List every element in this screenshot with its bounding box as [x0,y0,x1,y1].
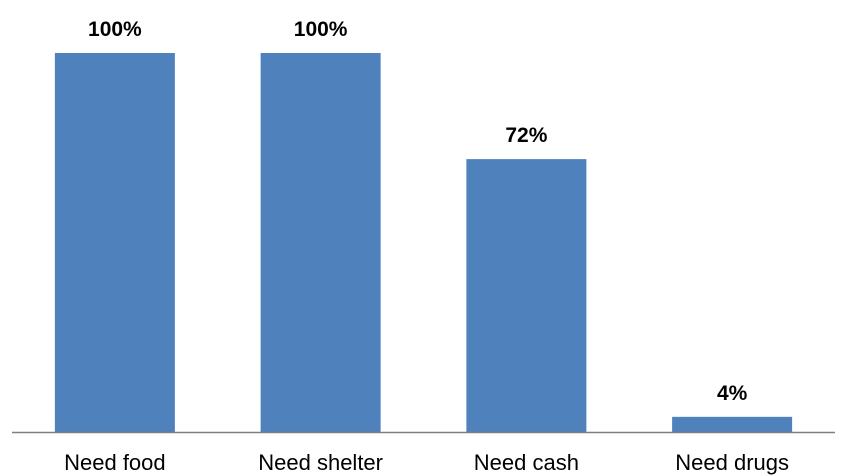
bar-need-cash [466,159,587,432]
x-tick-labels-layer: Need food Need shelter Need cash Need drugs [64,450,789,475]
bar-need-food [54,53,175,432]
data-label: 72% [505,124,547,147]
bar-need-drugs [672,416,793,432]
bar-need-shelter [260,53,381,432]
data-label: 100% [88,18,142,41]
x-tick-label: Need drugs [675,450,789,475]
data-label: 4% [717,382,748,405]
data-labels-layer: 100% 100% 72% 4% [88,18,748,405]
bars-layer [54,53,793,432]
x-tick-label: Need cash [474,450,579,475]
x-tick-label: Need food [64,450,166,475]
x-tick-label: Need shelter [258,450,383,475]
data-label: 100% [294,18,348,41]
